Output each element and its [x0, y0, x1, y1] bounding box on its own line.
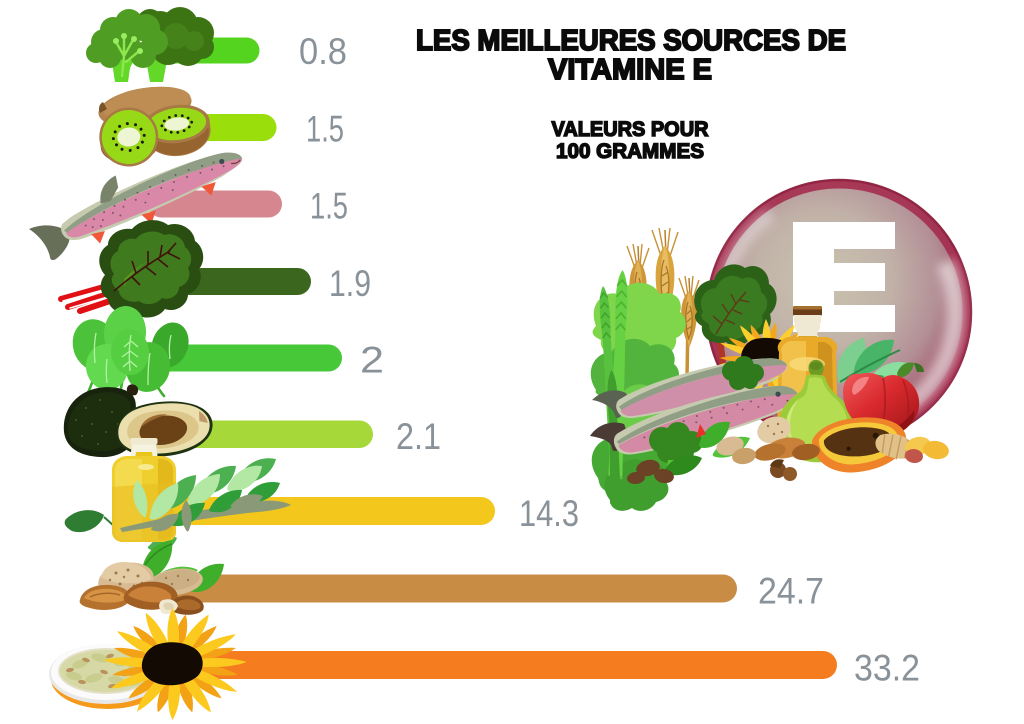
svg-text:2: 2	[360, 339, 384, 381]
svg-text:VITAMINE E: VITAMINE E	[548, 54, 712, 86]
svg-text:0.8: 0.8	[299, 30, 347, 72]
svg-text:2.1: 2.1	[396, 415, 441, 457]
svg-text:14.3: 14.3	[519, 492, 579, 534]
svg-text:24.7: 24.7	[758, 570, 824, 612]
svg-text:100 GRAMMES: 100 GRAMMES	[556, 140, 704, 163]
svg-text:VALEURS POUR: VALEURS POUR	[552, 118, 709, 141]
svg-text:33.2: 33.2	[854, 647, 920, 689]
svg-text:1.5: 1.5	[310, 185, 348, 227]
svg-text:1.5: 1.5	[306, 108, 344, 150]
svg-text:1.9: 1.9	[329, 262, 371, 304]
svg-text:LES MEILLEURES SOURCES DE: LES MEILLEURES SOURCES DE	[416, 25, 846, 57]
